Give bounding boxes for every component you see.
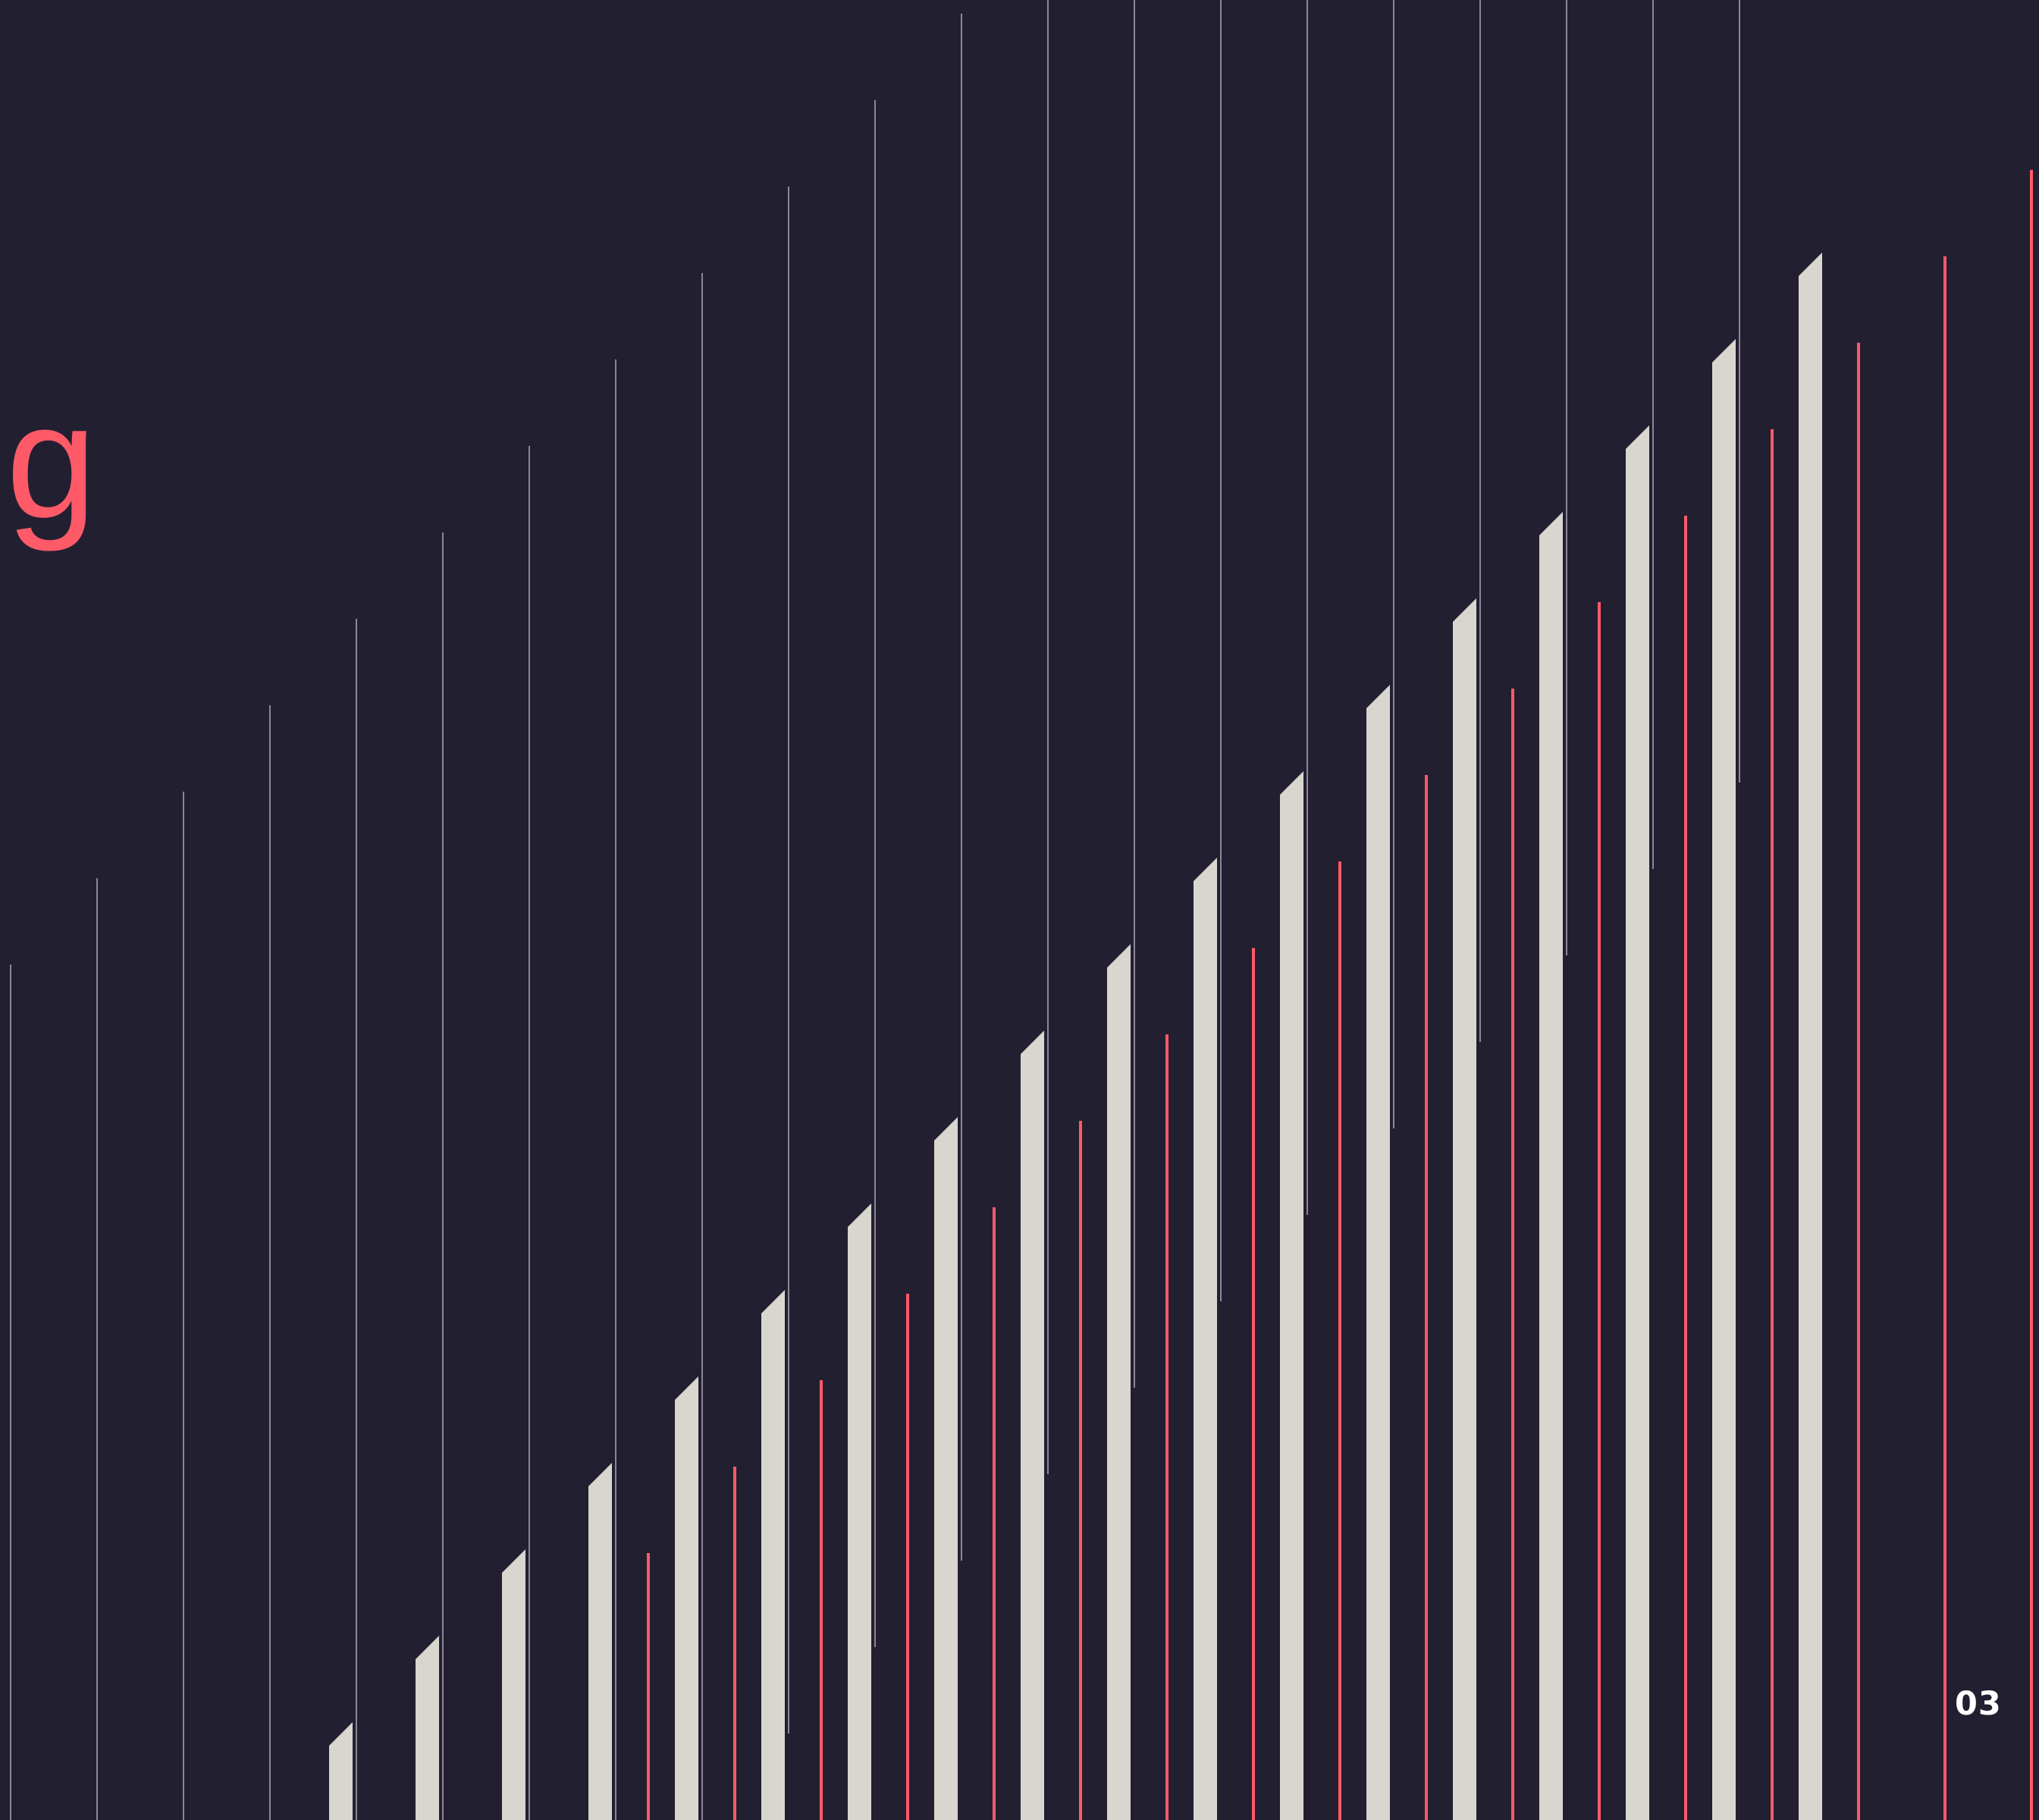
- light-bar: [675, 1376, 698, 1820]
- title-fragment: g: [6, 369, 97, 552]
- page-number: 03: [1955, 1685, 2002, 1723]
- light-bar: [1799, 253, 1822, 1820]
- light-bar: [1453, 598, 1476, 1820]
- light-bar: [934, 1117, 958, 1820]
- light-bar: [1194, 858, 1217, 1820]
- light-bar: [761, 1290, 785, 1820]
- light-bar: [1021, 1031, 1044, 1820]
- light-bar: [1280, 771, 1303, 1820]
- light-bar: [1107, 944, 1131, 1820]
- light-bar: [416, 1636, 439, 1820]
- light-bar: [1366, 685, 1390, 1820]
- light-bar: [1539, 512, 1563, 1820]
- light-bar: [329, 1722, 353, 1820]
- light-bar: [1712, 339, 1736, 1820]
- light-bar: [1626, 425, 1649, 1820]
- light-bar: [588, 1463, 612, 1820]
- light-bar: [848, 1203, 871, 1820]
- light-bar: [502, 1549, 525, 1820]
